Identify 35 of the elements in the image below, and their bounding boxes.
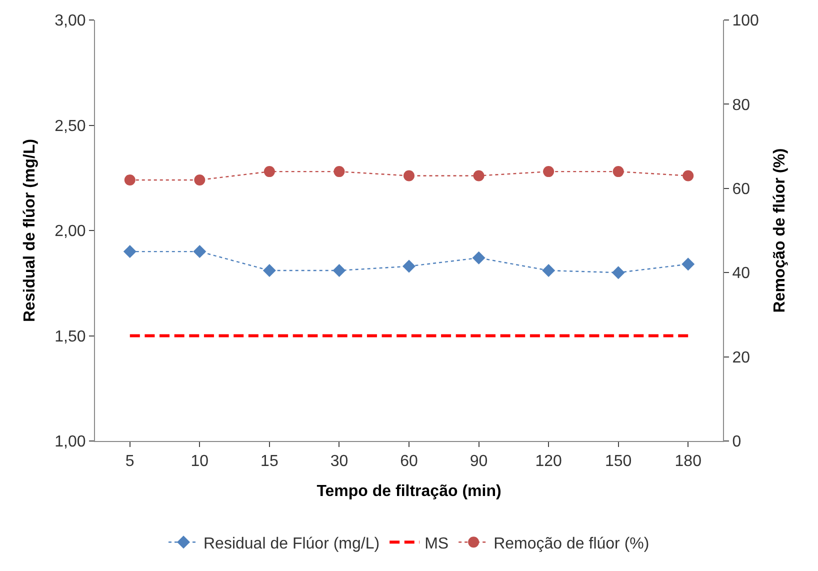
x-tick-label: 180	[674, 453, 702, 470]
y-tick-label: 3,00	[54, 12, 86, 30]
y2-tick-label: 20	[732, 349, 750, 366]
x-tick-label: 10	[190, 453, 209, 470]
x-tick-label: 150	[604, 453, 632, 470]
point	[542, 264, 556, 277]
x-tick-label: 90	[470, 453, 488, 470]
y-axis-title: Residual de flúor (mg/L)	[22, 138, 39, 322]
point	[123, 245, 136, 258]
point	[612, 266, 625, 280]
y-tick-label: 2,50	[54, 118, 86, 135]
point	[332, 264, 346, 277]
y2-tick-label: 40	[732, 265, 750, 282]
x-tick-label: 5	[125, 453, 134, 470]
x-tick-label: 60	[400, 453, 418, 470]
y2-tick-label: 0	[732, 434, 742, 451]
x-axis-title: Tempo de filtração (min)	[316, 482, 502, 500]
y2-axis-title: Remoção de flúor (%)	[772, 148, 789, 313]
legend-label: Residual de Flúor (mg/L)	[204, 535, 380, 552]
point	[402, 260, 416, 273]
legend-label: Remoção de flúor (%)	[494, 535, 650, 552]
point	[193, 245, 206, 258]
y-tick-label: 2,00	[54, 223, 86, 240]
x-tick-label: 120	[535, 453, 562, 470]
y2-tick-label: 80	[732, 96, 750, 114]
x-tick-label: 30	[330, 453, 348, 470]
point	[682, 258, 695, 271]
y-tick-label: 1,50	[54, 328, 86, 346]
legend-label: MS	[424, 535, 449, 552]
y-tick-label: 1,00	[54, 434, 86, 451]
x-tick-label: 15	[260, 453, 278, 470]
point	[472, 251, 486, 264]
y2-tick-label: 100	[732, 12, 759, 30]
y2-tick-label: 60	[732, 181, 750, 198]
point	[262, 264, 276, 277]
